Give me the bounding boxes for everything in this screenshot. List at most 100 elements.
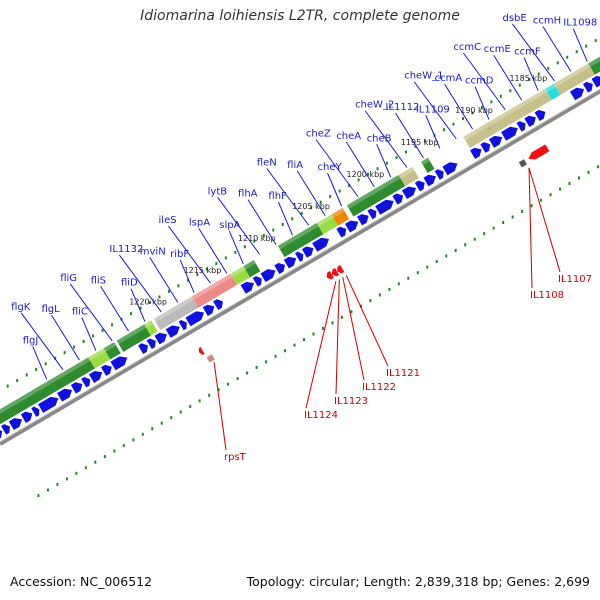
tick-dot bbox=[65, 477, 68, 481]
feature-band-shine bbox=[588, 56, 600, 67]
feature-bands bbox=[0, 56, 600, 425]
leader-line bbox=[512, 23, 555, 82]
feature-band-shine bbox=[0, 357, 91, 414]
leader-line bbox=[395, 112, 424, 159]
tick-dot bbox=[405, 150, 408, 154]
leader-line bbox=[32, 346, 48, 380]
feature-band bbox=[103, 342, 121, 360]
tick-dot bbox=[170, 416, 173, 420]
tick-dot bbox=[521, 209, 524, 213]
tick-dot bbox=[196, 273, 199, 277]
genome-title: Idiomarina loihiensis L2TR, complete gen… bbox=[140, 8, 460, 24]
tick-dot bbox=[111, 323, 114, 327]
leader-line bbox=[247, 199, 277, 245]
tick-dot bbox=[25, 373, 28, 377]
tick-dot bbox=[44, 362, 47, 366]
kbp-label: 1210 kbp bbox=[238, 234, 276, 243]
backbone-line bbox=[0, 89, 600, 446]
tick-dot bbox=[73, 345, 76, 349]
tick-dot bbox=[559, 187, 562, 191]
minus-gene-arrow bbox=[337, 264, 345, 274]
gene-label-flhA: flhA bbox=[238, 189, 258, 200]
gene-arrow bbox=[570, 87, 585, 101]
tick-dot bbox=[473, 237, 476, 241]
gene-arrow bbox=[501, 126, 518, 141]
feature-band-shine bbox=[191, 273, 233, 300]
tick-dot bbox=[160, 421, 163, 425]
tick-dot bbox=[167, 289, 170, 293]
gene-label-ccmC: ccmC bbox=[453, 42, 481, 53]
tick-dot bbox=[215, 261, 218, 265]
gene-label-rpsT: rpsT bbox=[224, 452, 247, 463]
tick-dot bbox=[502, 221, 505, 225]
gene-arrow bbox=[516, 121, 526, 132]
leader-line bbox=[572, 28, 588, 62]
tick-dot bbox=[578, 176, 581, 180]
tick-dot bbox=[528, 78, 531, 82]
feature-band bbox=[545, 83, 561, 100]
gene-arrow bbox=[202, 304, 215, 317]
feature-band bbox=[553, 63, 595, 95]
minus-gene-arrow bbox=[326, 271, 334, 280]
gene-arrow bbox=[252, 276, 262, 287]
gene-label-IL1121: IL1121 bbox=[386, 368, 420, 379]
gene-arrow bbox=[582, 81, 593, 93]
gene-label-ribF: ribF bbox=[170, 249, 189, 260]
tick-dot bbox=[321, 326, 324, 330]
tick-dot bbox=[350, 310, 353, 314]
leader-line bbox=[528, 167, 533, 289]
tick-dot bbox=[340, 315, 343, 319]
kbp-label: 1205 kbp bbox=[292, 202, 330, 211]
accession-text: Accession: NC_006512 bbox=[10, 574, 153, 589]
tick-dot bbox=[75, 471, 78, 475]
tick-dot bbox=[388, 287, 391, 291]
gene-arrow bbox=[31, 406, 40, 417]
gene-arrow bbox=[8, 418, 23, 431]
tick-dot bbox=[442, 128, 445, 132]
tick-dot bbox=[103, 455, 106, 459]
gene-label-fleN: fleN bbox=[257, 157, 277, 168]
leader-line bbox=[462, 52, 506, 111]
gene-arrow bbox=[375, 199, 394, 215]
gene-arrow bbox=[524, 115, 536, 128]
feature-band-shine bbox=[243, 260, 256, 270]
tick-dot bbox=[416, 271, 419, 275]
tick-dot bbox=[423, 139, 426, 143]
tick-dot bbox=[376, 167, 379, 171]
tick-dot bbox=[293, 343, 296, 347]
gene-arrow bbox=[591, 75, 600, 88]
gene-arrow bbox=[154, 332, 167, 345]
gene-arrow bbox=[110, 356, 128, 371]
leader-line bbox=[168, 225, 211, 284]
tick-dot bbox=[575, 50, 578, 54]
tick-dot bbox=[518, 83, 521, 87]
tick-dot bbox=[35, 367, 38, 371]
tick-dot bbox=[92, 334, 95, 338]
feature-band bbox=[153, 305, 183, 331]
tick-dot bbox=[302, 338, 305, 342]
tick-dot bbox=[547, 66, 550, 70]
tick-dot bbox=[179, 410, 182, 414]
tick-dot bbox=[217, 388, 220, 392]
kbp-label: 1195 kbp bbox=[401, 138, 439, 147]
gene-arrow bbox=[434, 169, 444, 180]
kbp-marks: 1185 kbp 1190 kbp 1195 kbp 1200 kbp 1205 kbp… bbox=[129, 74, 547, 306]
tick-dot bbox=[139, 306, 142, 310]
tick-dot bbox=[56, 482, 59, 486]
leader-line bbox=[444, 83, 474, 130]
gene-label-cheW_1: cheW_1 bbox=[404, 71, 443, 82]
leader-line bbox=[413, 81, 457, 140]
tick-dot bbox=[483, 232, 486, 236]
tick-dot bbox=[511, 215, 514, 219]
feature-band-shine bbox=[176, 296, 194, 310]
tick-dot bbox=[395, 156, 398, 160]
feature-band bbox=[463, 88, 552, 149]
gene-label-cheW_2: cheW_2 bbox=[355, 100, 394, 111]
gene-arrow bbox=[38, 396, 59, 413]
tick-dot bbox=[177, 284, 180, 288]
feature-band-shine bbox=[103, 342, 117, 352]
gene-arrow bbox=[146, 338, 156, 349]
gene-label-ccmE: ccmE bbox=[484, 44, 511, 55]
tick-dot bbox=[331, 321, 334, 325]
tick-dot bbox=[189, 404, 192, 408]
